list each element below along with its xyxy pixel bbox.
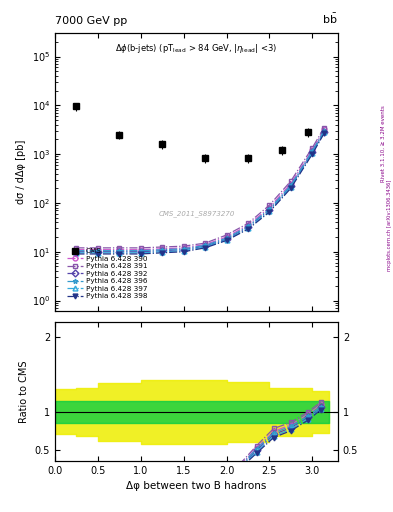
Line: Pythia 6.428 398: Pythia 6.428 398 [74, 131, 327, 257]
Pythia 6.428 398 [160, 250, 165, 256]
Pythia 6.428 391 [160, 244, 165, 250]
Pythia 6.428 390 [160, 246, 165, 252]
Pythia 6.428 398 [246, 226, 250, 232]
Pythia 6.428 392 [74, 249, 79, 255]
Pythia 6.428 392 [267, 207, 272, 213]
Pythia 6.428 391 [117, 245, 122, 251]
Pythia 6.428 390 [138, 247, 143, 253]
Pythia 6.428 398 [203, 245, 208, 251]
Pythia 6.428 398 [74, 251, 79, 257]
Text: mcplots.cern.ch [arXiv:1306.3436]: mcplots.cern.ch [arXiv:1306.3436] [387, 180, 391, 271]
Pythia 6.428 390 [288, 180, 293, 186]
Pythia 6.428 390 [117, 247, 122, 253]
Line: Pythia 6.428 391: Pythia 6.428 391 [74, 125, 327, 250]
Pythia 6.428 390 [74, 247, 79, 253]
Y-axis label: Ratio to CMS: Ratio to CMS [19, 360, 29, 422]
Line: Pythia 6.428 392: Pythia 6.428 392 [74, 129, 327, 254]
Pythia 6.428 397 [224, 237, 229, 243]
Pythia 6.428 390 [224, 234, 229, 240]
Pythia 6.428 396 [203, 242, 208, 248]
Pythia 6.428 392 [181, 247, 186, 253]
Y-axis label: dσ / dΔφ [pb]: dσ / dΔφ [pb] [16, 140, 26, 204]
Pythia 6.428 391 [224, 232, 229, 238]
Pythia 6.428 398 [310, 151, 315, 157]
Pythia 6.428 392 [322, 129, 327, 135]
Pythia 6.428 396 [246, 223, 250, 229]
Pythia 6.428 396 [160, 247, 165, 253]
Pythia 6.428 390 [310, 147, 315, 154]
Pythia 6.428 391 [203, 240, 208, 246]
Pythia 6.428 391 [246, 220, 250, 226]
Pythia 6.428 398 [224, 238, 229, 244]
Pythia 6.428 390 [246, 222, 250, 228]
Pythia 6.428 391 [267, 202, 272, 208]
Pythia 6.428 397 [160, 249, 165, 255]
Pythia 6.428 392 [160, 248, 165, 254]
Pythia 6.428 398 [267, 209, 272, 215]
Pythia 6.428 390 [322, 126, 327, 133]
Pythia 6.428 397 [310, 150, 315, 156]
Line: Pythia 6.428 397: Pythia 6.428 397 [74, 130, 327, 255]
Legend: CMS, Pythia 6.428 390, Pythia 6.428 391, Pythia 6.428 392, Pythia 6.428 396, Pyt: CMS, Pythia 6.428 390, Pythia 6.428 391,… [64, 245, 151, 302]
Pythia 6.428 398 [288, 185, 293, 191]
Pythia 6.428 397 [203, 244, 208, 250]
Pythia 6.428 398 [117, 251, 122, 257]
Text: b$\bar{\mathregular{b}}$: b$\bar{\mathregular{b}}$ [323, 11, 338, 26]
Pythia 6.428 396 [322, 127, 327, 134]
Pythia 6.428 391 [74, 245, 79, 251]
Pythia 6.428 398 [95, 251, 100, 257]
Pythia 6.428 392 [95, 249, 100, 255]
Text: 7000 GeV pp: 7000 GeV pp [55, 15, 127, 26]
Pythia 6.428 396 [95, 248, 100, 254]
Pythia 6.428 391 [288, 178, 293, 184]
Pythia 6.428 397 [246, 225, 250, 231]
Pythia 6.428 397 [95, 250, 100, 256]
Pythia 6.428 390 [181, 245, 186, 251]
Pythia 6.428 396 [288, 182, 293, 188]
Pythia 6.428 392 [224, 236, 229, 242]
Text: Rivet 3.1.10, ≥ 3.2M events: Rivet 3.1.10, ≥ 3.2M events [381, 105, 386, 182]
Line: Pythia 6.428 396: Pythia 6.428 396 [74, 128, 327, 253]
Pythia 6.428 397 [288, 184, 293, 190]
Pythia 6.428 396 [310, 148, 315, 154]
Pythia 6.428 397 [181, 248, 186, 254]
Pythia 6.428 391 [95, 245, 100, 251]
Pythia 6.428 397 [117, 250, 122, 256]
Pythia 6.428 391 [181, 243, 186, 249]
Pythia 6.428 398 [322, 130, 327, 136]
Pythia 6.428 396 [138, 248, 143, 254]
Pythia 6.428 396 [74, 248, 79, 254]
Pythia 6.428 397 [74, 250, 79, 256]
Pythia 6.428 390 [95, 247, 100, 253]
Line: Pythia 6.428 390: Pythia 6.428 390 [74, 127, 327, 252]
Pythia 6.428 392 [203, 243, 208, 249]
Pythia 6.428 398 [138, 251, 143, 257]
Pythia 6.428 390 [267, 205, 272, 211]
Text: $\Delta\phi$(b-jets) (pT$_{\mathregular{lead}}$ > 84 GeV, |$\eta_{\mathregular{l: $\Delta\phi$(b-jets) (pT$_{\mathregular{… [116, 41, 277, 55]
Pythia 6.428 392 [117, 249, 122, 255]
Pythia 6.428 397 [138, 250, 143, 256]
Pythia 6.428 391 [138, 245, 143, 251]
Pythia 6.428 396 [267, 206, 272, 212]
Pythia 6.428 391 [310, 145, 315, 151]
Pythia 6.428 390 [203, 242, 208, 248]
Pythia 6.428 396 [117, 248, 122, 254]
Pythia 6.428 392 [310, 149, 315, 155]
Pythia 6.428 398 [181, 249, 186, 255]
Pythia 6.428 397 [322, 129, 327, 135]
Pythia 6.428 392 [138, 249, 143, 255]
X-axis label: Δφ between two B hadrons: Δφ between two B hadrons [126, 481, 267, 491]
Pythia 6.428 396 [224, 235, 229, 241]
Text: CMS_2011_S8973270: CMS_2011_S8973270 [158, 210, 235, 218]
Pythia 6.428 397 [267, 208, 272, 214]
Pythia 6.428 392 [288, 183, 293, 189]
Pythia 6.428 396 [181, 246, 186, 252]
Pythia 6.428 391 [322, 124, 327, 131]
Pythia 6.428 392 [246, 224, 250, 230]
